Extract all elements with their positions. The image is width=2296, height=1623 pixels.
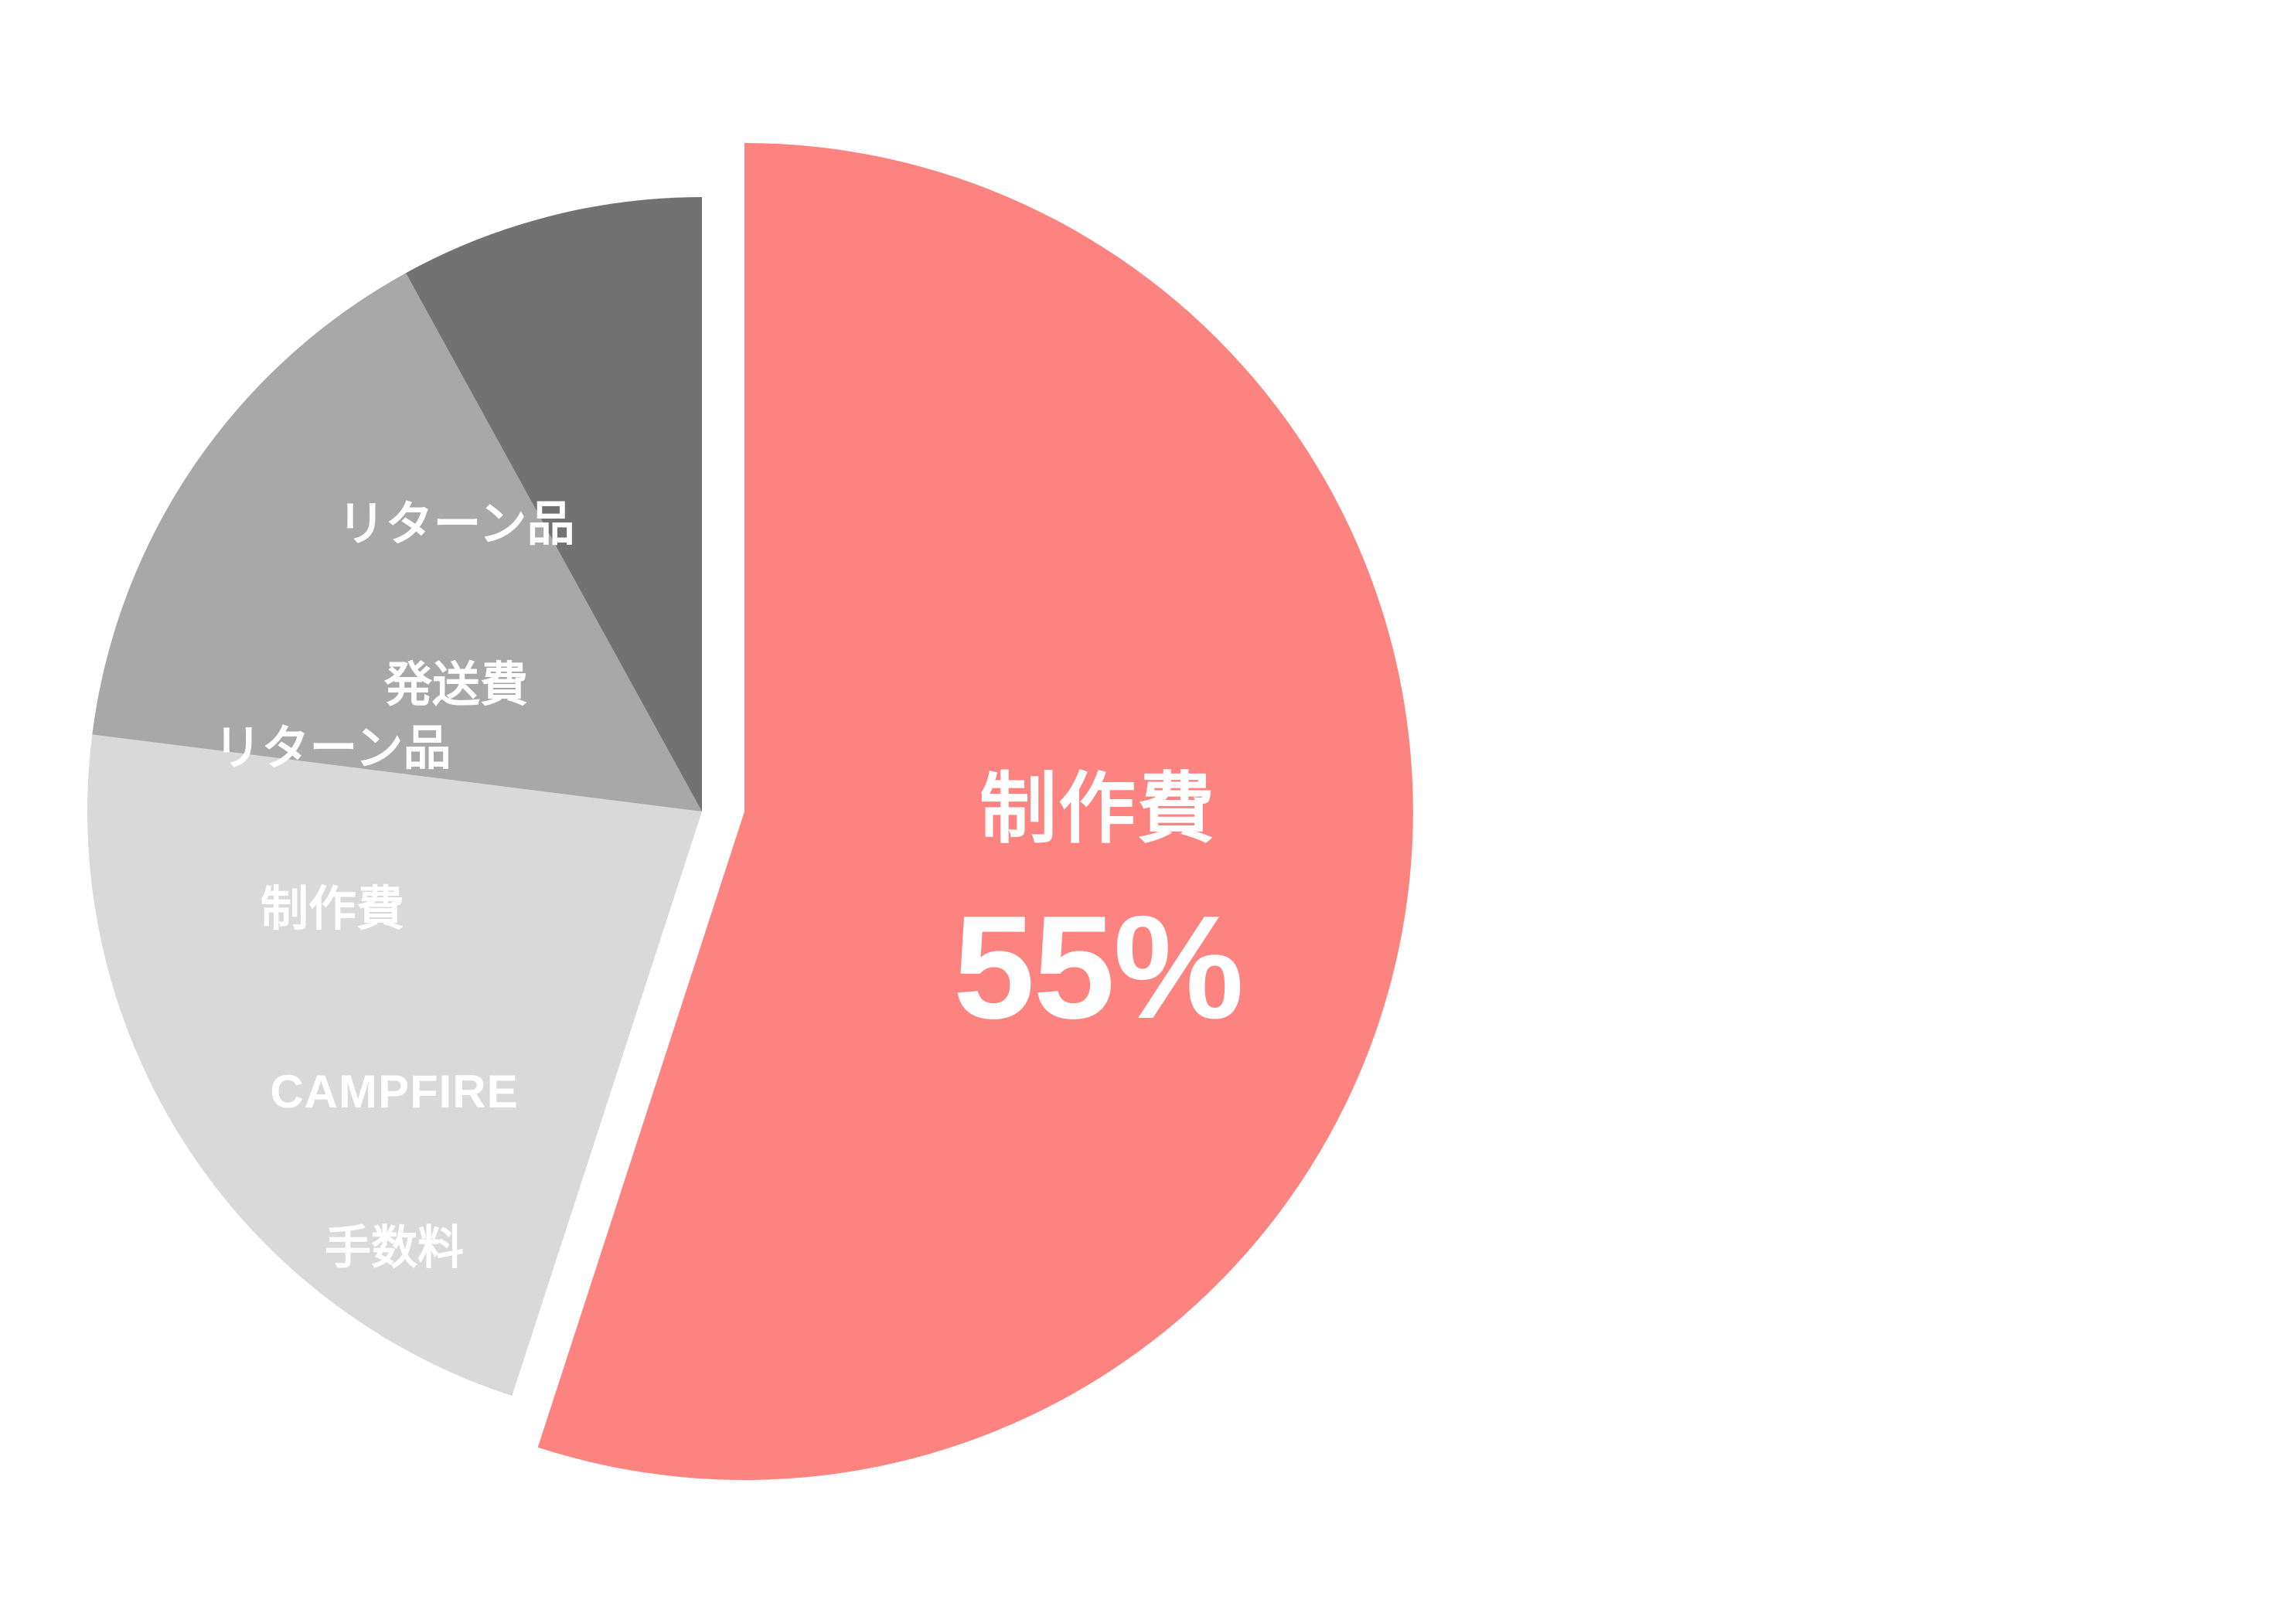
pie-slice-return-production-cost[interactable] xyxy=(92,273,703,812)
pie-slice-return-shipping-cost[interactable] xyxy=(406,197,702,812)
pie-slice-production-cost[interactable] xyxy=(537,143,1413,1480)
pie-slice-campfire-fee[interactable] xyxy=(87,734,702,1397)
pie-slices xyxy=(87,143,1413,1480)
